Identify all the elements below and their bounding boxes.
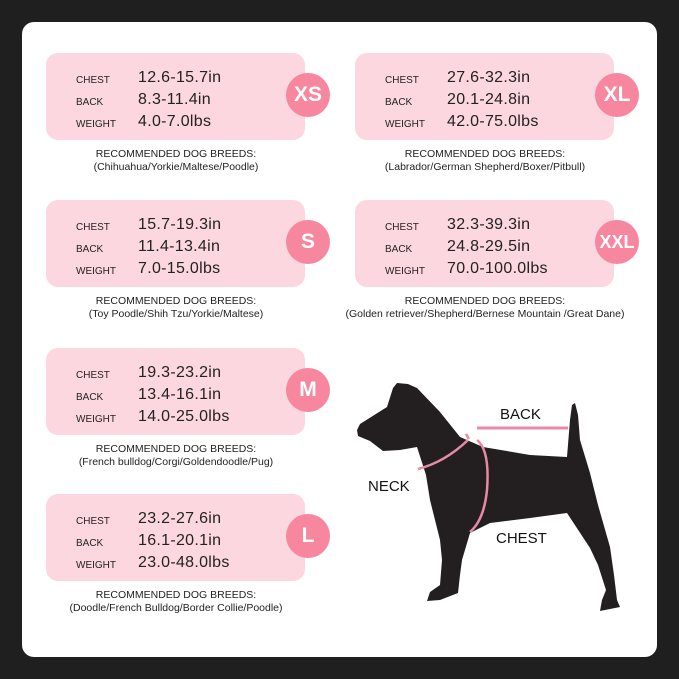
breeds-title: RECOMMENDED DOG BREEDS:	[404, 148, 566, 160]
back-label: BACK	[76, 244, 104, 255]
chest-measure-line	[469, 439, 489, 533]
back-row: BACK 16.1-20.1in	[46, 532, 305, 552]
chest-row: CHEST 15.7-19.3in	[46, 216, 305, 236]
back-row: BACK 13.4-16.1in	[46, 386, 305, 406]
recommended-breeds: RECOMMENDED DOG BREEDS: (French bulldog/C…	[36, 443, 316, 468]
size-card: CHEST 32.3-39.3in BACK 24.8-29.5in WEIGHT 7…	[355, 200, 614, 287]
weight-row: WEIGHT 70.0-100.0lbs	[355, 260, 614, 280]
chest-value: 27.6-32.3in	[447, 69, 531, 86]
back-label: BACK	[385, 97, 413, 108]
back-value: 11.4-13.4in	[138, 238, 221, 255]
size-badge: M	[286, 368, 330, 412]
chest-value: 12.6-15.7in	[138, 69, 222, 86]
diagram-back-label: BACK	[500, 406, 541, 423]
diagram-neck-label: NECK	[368, 478, 410, 495]
chest-value: 15.7-19.3in	[138, 216, 222, 233]
weight-value: 23.0-48.0lbs	[138, 554, 230, 571]
weight-row: WEIGHT 14.0-25.0lbs	[46, 408, 305, 428]
weight-row: WEIGHT 42.0-75.0lbs	[355, 113, 614, 133]
diagram-chest-label: CHEST	[496, 530, 547, 547]
size-card: CHEST 23.2-27.6in BACK 16.1-20.1in WEIGHT 2…	[46, 494, 305, 581]
weight-label: WEIGHT	[76, 560, 116, 571]
chest-value: 32.3-39.3in	[447, 216, 531, 233]
breeds-title: RECOMMENDED DOG BREEDS:	[95, 443, 257, 455]
recommended-breeds: RECOMMENDED DOG BREEDS: (Chihuahua/Yorkie…	[36, 148, 316, 173]
breeds-list: (French bulldog/Corgi/Goldendoodle/Pug)	[78, 455, 274, 468]
breeds-title: RECOMMENDED DOG BREEDS:	[95, 589, 257, 601]
size-card: CHEST 27.6-32.3in BACK 20.1-24.8in WEIGHT 4…	[355, 53, 614, 140]
back-value: 13.4-16.1in	[138, 386, 222, 403]
chest-row: CHEST 19.3-23.2in	[46, 364, 305, 384]
recommended-breeds: RECOMMENDED DOG BREEDS: (Doodle/French Bu…	[36, 589, 316, 614]
recommended-breeds: RECOMMENDED DOG BREEDS: (Toy Poodle/Shih …	[36, 295, 316, 320]
chest-row: CHEST 32.3-39.3in	[355, 216, 614, 236]
chest-label: CHEST	[76, 75, 110, 86]
recommended-breeds: RECOMMENDED DOG BREEDS: (Labrador/German …	[345, 148, 625, 173]
back-label: BACK	[76, 97, 104, 108]
back-row: BACK 8.3-11.4in	[46, 91, 305, 111]
breeds-title: RECOMMENDED DOG BREEDS:	[95, 295, 257, 307]
weight-value: 70.0-100.0lbs	[447, 260, 548, 277]
back-label: BACK	[385, 244, 413, 255]
weight-row: WEIGHT 7.0-15.0lbs	[46, 260, 305, 280]
back-row: BACK 11.4-13.4in	[46, 238, 305, 258]
back-row: BACK 20.1-24.8in	[355, 91, 614, 111]
size-card: CHEST 15.7-19.3in BACK 11.4-13.4in WEIGHT 7…	[46, 200, 305, 287]
back-value: 16.1-20.1in	[138, 532, 222, 549]
chest-label: CHEST	[76, 370, 110, 381]
weight-label: WEIGHT	[76, 266, 116, 277]
recommended-breeds: RECOMMENDED DOG BREEDS: (Golden retriever…	[345, 295, 625, 320]
weight-row: WEIGHT 23.0-48.0lbs	[46, 554, 305, 574]
size-badge: S	[286, 220, 330, 264]
chest-row: CHEST 27.6-32.3in	[355, 69, 614, 89]
size-card: CHEST 19.3-23.2in BACK 13.4-16.1in WEIGHT 1…	[46, 348, 305, 435]
weight-row: WEIGHT 4.0-7.0lbs	[46, 113, 305, 133]
chest-label: CHEST	[385, 75, 419, 86]
weight-value: 42.0-75.0lbs	[447, 113, 539, 130]
size-badge: L	[286, 514, 330, 558]
back-row: BACK 24.8-29.5in	[355, 238, 614, 258]
dog-silhouette	[357, 383, 620, 611]
size-badge: XXL	[595, 220, 639, 264]
back-label: BACK	[76, 538, 104, 549]
chest-row: CHEST 23.2-27.6in	[46, 510, 305, 530]
weight-value: 14.0-25.0lbs	[138, 408, 230, 425]
back-value: 8.3-11.4in	[138, 91, 211, 108]
back-label: BACK	[76, 392, 104, 403]
chest-label: CHEST	[76, 516, 110, 527]
breeds-list: (Toy Poodle/Shih Tzu/Yorkie/Maltese)	[88, 307, 264, 320]
chest-value: 19.3-23.2in	[138, 364, 222, 381]
chest-row: CHEST 12.6-15.7in	[46, 69, 305, 89]
weight-label: WEIGHT	[76, 414, 116, 425]
weight-label: WEIGHT	[385, 119, 425, 130]
breeds-title: RECOMMENDED DOG BREEDS:	[404, 295, 566, 307]
size-card: CHEST 12.6-15.7in BACK 8.3-11.4in WEIGHT 4.…	[46, 53, 305, 140]
neck-measure-line	[417, 433, 471, 471]
breeds-title: RECOMMENDED DOG BREEDS:	[95, 148, 257, 160]
weight-label: WEIGHT	[385, 266, 425, 277]
breeds-list: (Labrador/German Shepherd/Boxer/Pitbull)	[384, 160, 586, 173]
breeds-list: (Chihuahua/Yorkie/Maltese/Poodle)	[93, 160, 259, 173]
back-value: 20.1-24.8in	[447, 91, 531, 108]
weight-value: 7.0-15.0lbs	[138, 260, 221, 277]
breeds-list: (Doodle/French Bulldog/Border Collie/Poo…	[69, 601, 283, 614]
breeds-list: (Golden retriever/Shepherd/Bernese Mount…	[345, 307, 625, 320]
size-badge: XL	[595, 73, 639, 117]
chest-label: CHEST	[385, 222, 419, 233]
weight-label: WEIGHT	[76, 119, 116, 130]
size-badge: XS	[286, 73, 330, 117]
back-value: 24.8-29.5in	[447, 238, 531, 255]
chest-label: CHEST	[76, 222, 110, 233]
weight-value: 4.0-7.0lbs	[138, 113, 212, 130]
chest-value: 23.2-27.6in	[138, 510, 222, 527]
